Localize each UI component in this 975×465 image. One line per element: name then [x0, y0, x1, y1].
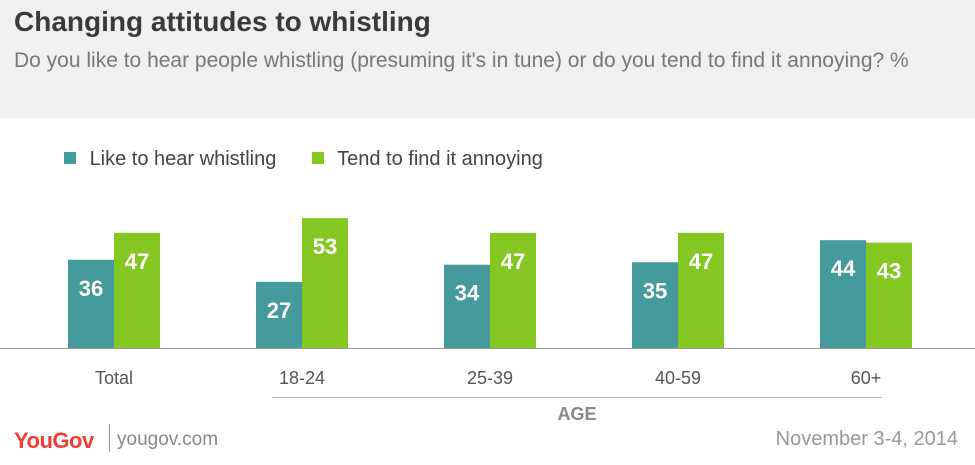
header-band: Changing attitudes to whistling Do you l…	[0, 0, 975, 118]
category-label-60+: 60+	[851, 368, 882, 388]
chart-subtitle: Do you like to hear people whistling (pr…	[14, 49, 909, 72]
bar-like-Total	[68, 259, 114, 348]
legend-item-annoying: Tend to find it annoying	[311, 148, 543, 171]
bar-annoying-18-24	[302, 218, 348, 348]
category-label-25-39: 25-39	[467, 368, 513, 388]
legend-label-annoying: Tend to find it annoying	[337, 148, 543, 170]
bar-annoying-Total	[114, 232, 160, 348]
category-label-18-24: 18-24	[279, 368, 325, 388]
category-label-40-59: 40-59	[655, 368, 701, 388]
data-label-like-Total: 36	[79, 276, 103, 301]
bar-annoying-40-59	[678, 232, 724, 348]
category-label-Total: Total	[95, 368, 133, 388]
bar-like-18-24	[256, 281, 302, 348]
bar-like-40-59	[632, 262, 678, 348]
bar-chart: 36 47 Total 27 53 18-24 34 47 25-39 35 47 40-59 44 43…	[0, 218, 975, 388]
footer-url[interactable]: yougov.com	[117, 429, 219, 450]
data-label-annoying-Total: 47	[125, 249, 149, 274]
bar-annoying-60+	[866, 242, 912, 348]
footer-divider	[109, 424, 110, 452]
age-group-label: AGE	[557, 404, 597, 424]
legend-label-like: Like to hear whistling	[89, 148, 277, 170]
legend-swatch-like	[64, 152, 76, 164]
data-label-like-40-59: 35	[643, 278, 667, 303]
legend: Like to hear whistling Tend to find it a…	[64, 148, 573, 174]
data-label-annoying-18-24: 53	[313, 234, 337, 259]
data-label-like-60+: 44	[831, 256, 856, 281]
data-label-annoying-40-59: 47	[689, 249, 713, 274]
yougov-logo: YouGov	[14, 428, 94, 453]
survey-date: November 3-4, 2014	[775, 428, 958, 450]
chart-title: Changing attitudes to whistling	[14, 6, 431, 37]
legend-swatch-annoying	[311, 152, 324, 164]
data-label-annoying-60+: 43	[877, 259, 901, 284]
age-group-bracket	[272, 397, 882, 398]
bar-annoying-25-39	[490, 232, 536, 348]
data-label-like-18-24: 27	[267, 298, 291, 323]
bar-like-60+	[820, 240, 866, 348]
bar-like-25-39	[444, 264, 490, 348]
legend-item-like: Like to hear whistling	[64, 148, 276, 171]
data-label-annoying-25-39: 47	[501, 249, 525, 274]
data-label-like-25-39: 34	[455, 281, 480, 306]
